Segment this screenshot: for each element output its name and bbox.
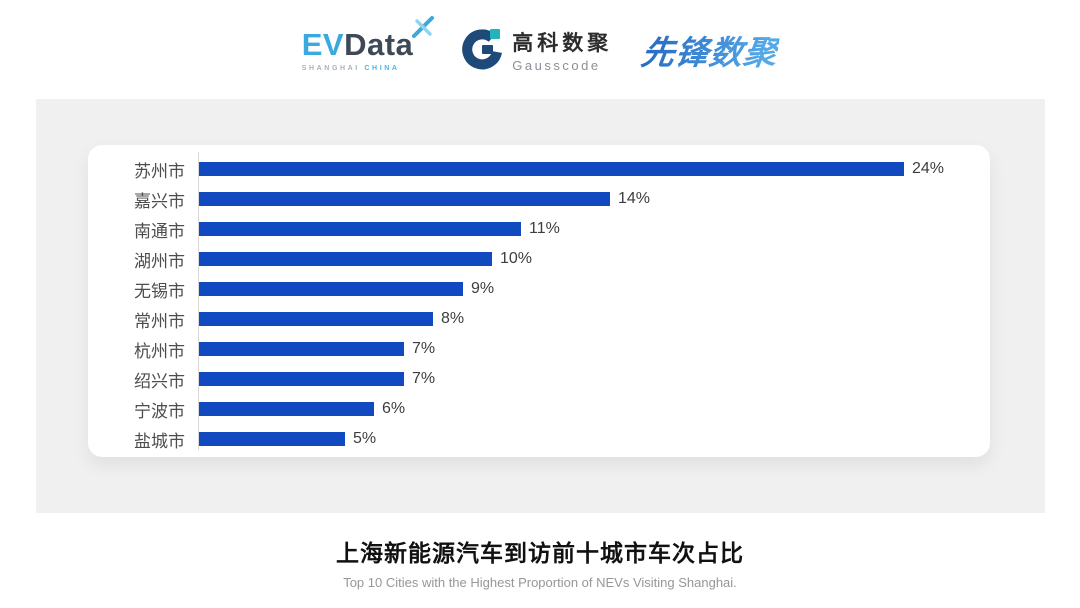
bar-zone: 11% <box>198 220 990 238</box>
chart-row: 湖州市 10% <box>88 244 990 274</box>
pioneer-logo: 先锋数聚 <box>639 26 782 74</box>
bar <box>198 282 463 296</box>
value-label: 14% <box>618 190 651 207</box>
value-label: 9% <box>471 280 495 297</box>
evdata-logo: EV Data SHANGHAI CHINA <box>301 16 435 72</box>
bar <box>198 372 404 386</box>
axis-line <box>198 152 199 450</box>
category-label: 湖州市 <box>134 251 185 271</box>
value-label: 6% <box>382 400 406 417</box>
category-label: 盐城市 <box>134 431 185 451</box>
value-label: 11% <box>529 220 560 237</box>
logo-bar: EV Data SHANGHAI CHINA 高科数聚 Gausscode 先锋数… <box>0 0 1080 99</box>
bar <box>198 252 492 266</box>
category-label: 苏州市 <box>134 161 185 181</box>
evdata-tagline-china: CHINA <box>364 65 400 72</box>
chart-row: 盐城市 5% <box>88 424 990 454</box>
category-label: 常州市 <box>134 311 185 331</box>
evdata-tagline: SHANGHAI CHINA <box>302 65 400 72</box>
bar-zone: 9% <box>198 280 990 298</box>
bar-zone: 7% <box>198 340 990 358</box>
gausscode-cn-text: 高科数聚 <box>512 31 613 55</box>
chart-row: 嘉兴市 14% <box>88 184 990 214</box>
chart-row: 宁波市 6% <box>88 394 990 424</box>
evdata-spark-icon <box>412 16 435 38</box>
chart-row: 绍兴市 7% <box>88 364 990 394</box>
chart-panel: 苏州市 24% 嘉兴市 14% 南通市 11% 湖州市 10% <box>36 99 1045 513</box>
evdata-tagline-shanghai: SHANGHAI <box>301 65 360 72</box>
bar-zone: 8% <box>198 310 990 328</box>
chart-subtitle: Top 10 Cities with the Highest Proportio… <box>343 575 737 590</box>
gausscode-mark-icon <box>462 28 503 69</box>
bar-zone: 10% <box>198 250 990 268</box>
chart-row: 杭州市 7% <box>88 334 990 364</box>
category-label: 无锡市 <box>134 281 185 301</box>
value-label: 8% <box>441 310 465 327</box>
chart-row: 无锡市 9% <box>88 274 990 304</box>
value-label: 7% <box>412 340 436 357</box>
category-label: 绍兴市 <box>134 371 185 391</box>
value-label: 10% <box>500 250 533 267</box>
chart-title: 上海新能源汽车到访前十城市车次占比 <box>336 540 744 566</box>
category-label: 南通市 <box>134 221 185 241</box>
bar <box>198 162 904 176</box>
bar <box>198 222 521 236</box>
chart-footer: 上海新能源汽车到访前十城市车次占比 Top 10 Cities with the… <box>0 534 1080 590</box>
value-label: 5% <box>353 430 377 447</box>
bar <box>198 432 345 446</box>
bar <box>198 402 374 416</box>
bar-zone: 6% <box>198 400 990 418</box>
category-label: 杭州市 <box>134 341 185 361</box>
category-label: 宁波市 <box>134 401 185 421</box>
value-label: 24% <box>912 160 945 177</box>
gausscode-text: 高科数聚 Gausscode <box>512 27 612 73</box>
chart-card: 苏州市 24% 嘉兴市 14% 南通市 11% 湖州市 10% <box>88 145 990 457</box>
bar-zone: 14% <box>198 190 990 208</box>
category-label: 嘉兴市 <box>134 191 185 211</box>
evdata-wordmark: EV Data <box>301 16 435 63</box>
chart-row: 苏州市 24% <box>88 154 990 184</box>
bar <box>198 312 433 326</box>
evdata-data-text: Data <box>344 27 414 62</box>
chart-row: 常州市 8% <box>88 304 990 334</box>
evdata-ev-text: EV <box>301 27 345 62</box>
value-label: 7% <box>412 370 436 387</box>
gausscode-en-text: Gausscode <box>512 57 601 73</box>
bar-zone: 5% <box>198 430 990 448</box>
gausscode-logo: 高科数聚 Gausscode <box>459 27 612 73</box>
bar-zone: 24% <box>198 160 990 178</box>
bar <box>198 342 404 356</box>
pioneer-wordmark: 先锋数聚 <box>639 33 781 71</box>
chart-row: 南通市 11% <box>88 214 990 244</box>
bar-zone: 7% <box>198 370 990 388</box>
bar <box>198 192 610 206</box>
